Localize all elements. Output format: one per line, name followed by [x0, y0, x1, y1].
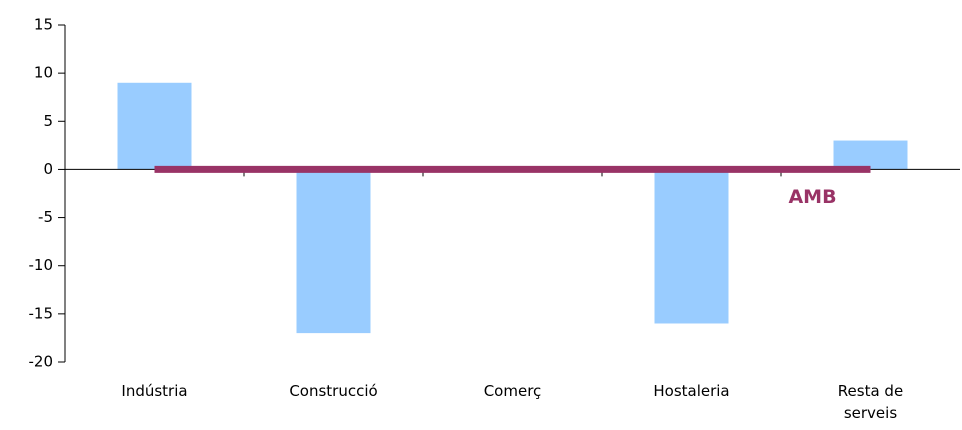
y-tick-label: -20 — [29, 353, 54, 371]
series-label: AMB — [788, 186, 836, 208]
x-tick-label: Resta de serveis — [837, 382, 904, 422]
x-tick-label: Hostaleria — [653, 382, 730, 400]
y-tick-label: 5 — [43, 112, 53, 130]
bar — [833, 140, 908, 170]
x-tick-label: Comerç — [483, 382, 542, 400]
y-tick-label: -10 — [29, 256, 54, 274]
bar — [654, 169, 729, 324]
y-tick-label: 0 — [43, 160, 53, 178]
x-tick-label: Construcció — [289, 382, 378, 400]
y-tick-label: -5 — [38, 208, 53, 226]
bar — [296, 169, 371, 334]
x-tick-label: Indústria — [121, 382, 188, 400]
y-tick-label: 15 — [34, 16, 53, 34]
y-tick-label: -15 — [29, 304, 54, 322]
y-tick-label: 10 — [34, 64, 53, 82]
bar — [117, 82, 192, 170]
